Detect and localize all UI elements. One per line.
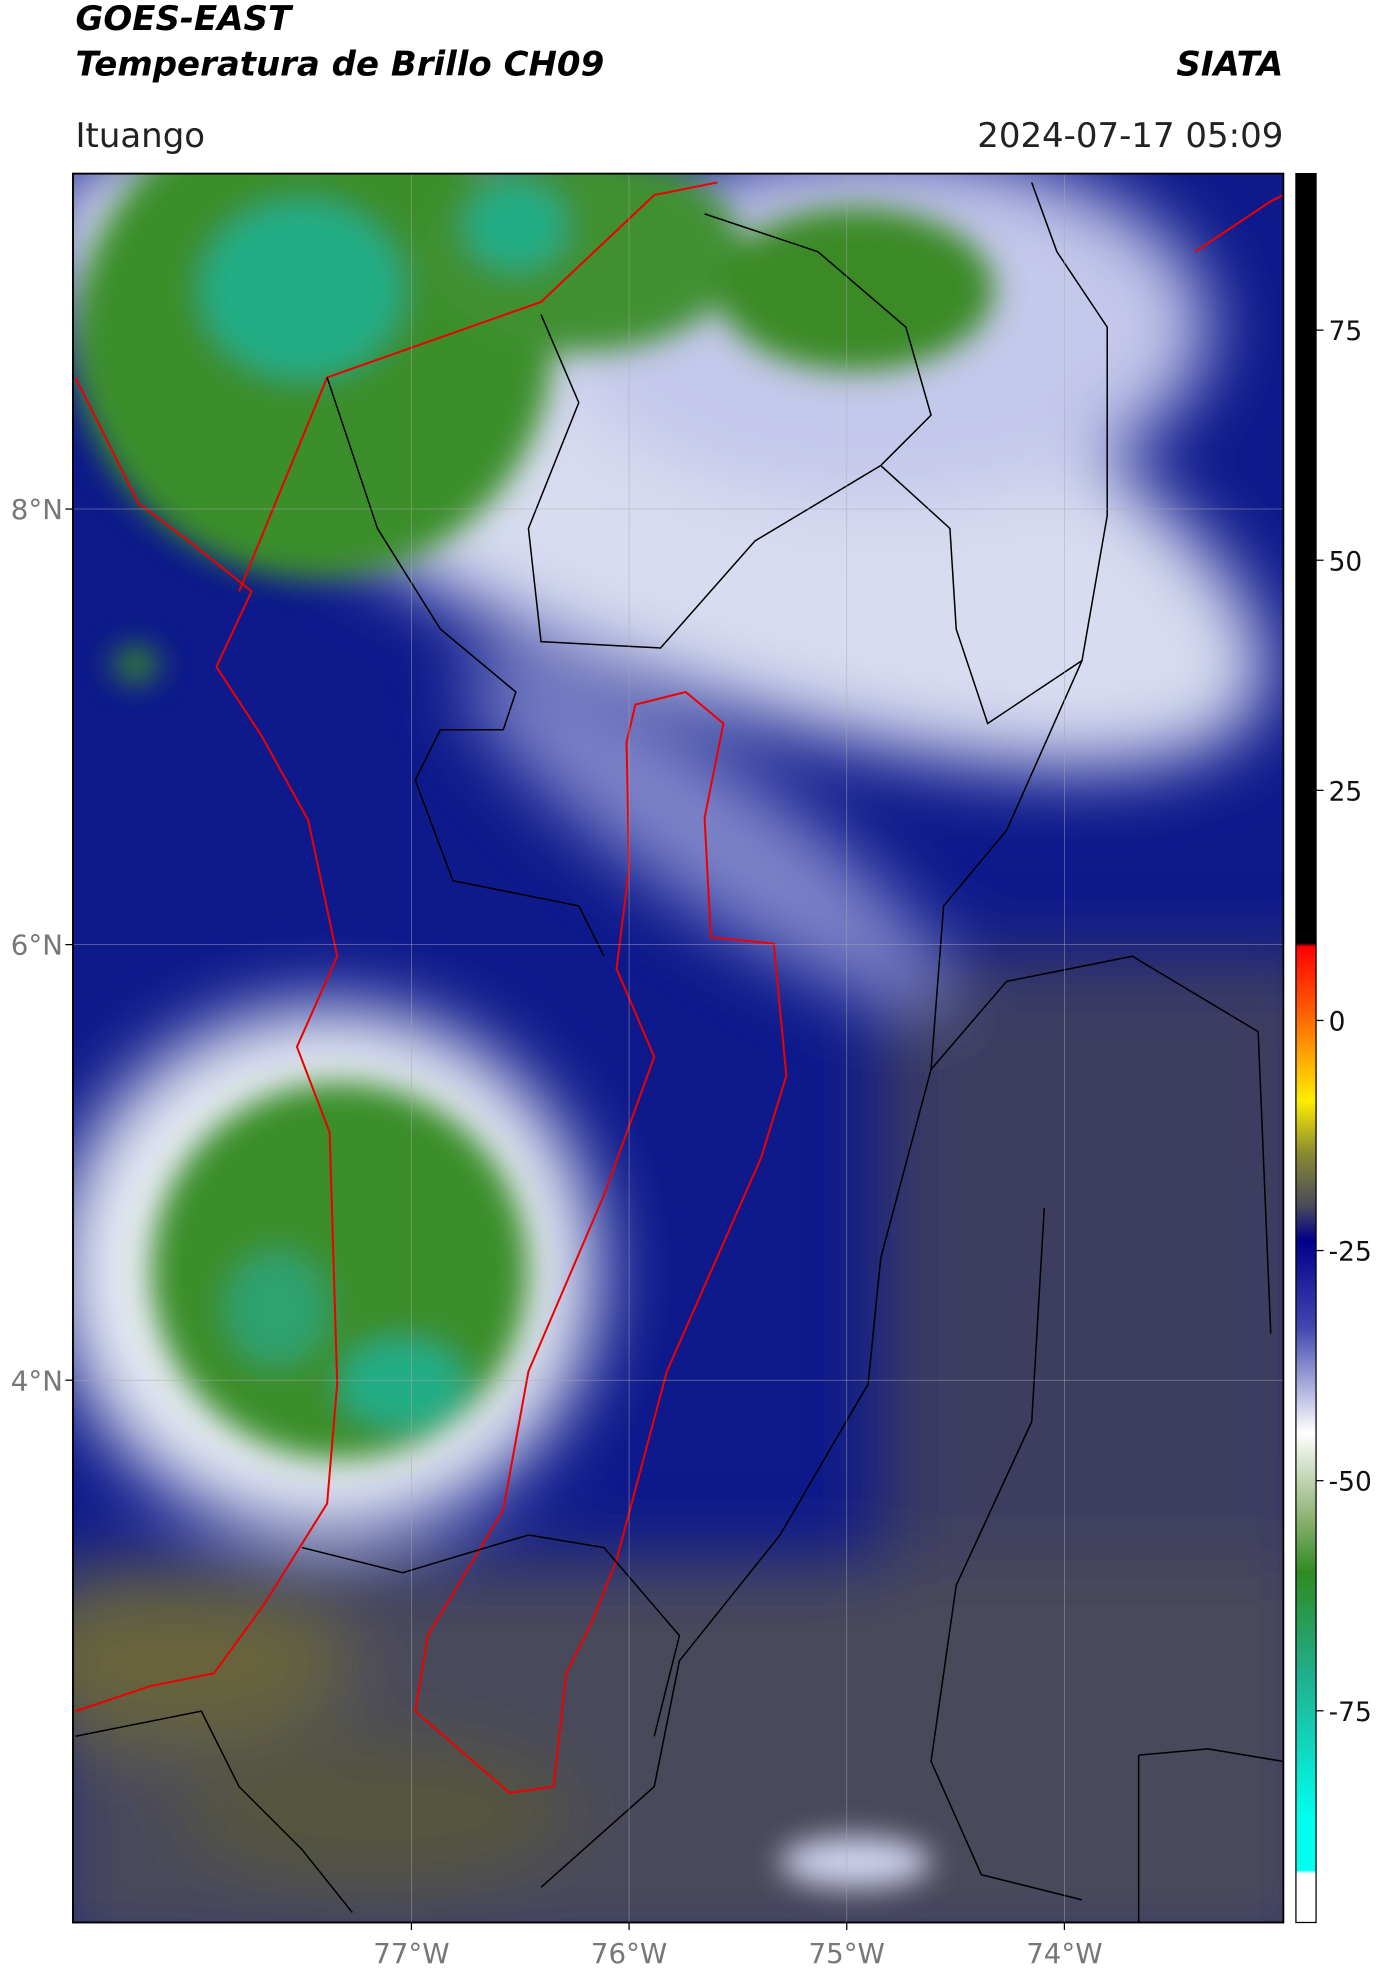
- colorbar: [1295, 172, 1317, 1924]
- map-frame: [72, 172, 1285, 1924]
- lon-tick-label: 77°W: [373, 1937, 449, 1970]
- datetime: 2024-07-17 05:09: [977, 116, 1283, 156]
- colorbar-tick-label: -25: [1329, 1237, 1372, 1268]
- lat-tick-label: 8°N: [11, 493, 63, 526]
- lat-tick-label: 4°N: [11, 1364, 63, 1397]
- lon-tick-label: 76°W: [591, 1937, 667, 1970]
- location: Ituango: [75, 116, 205, 156]
- colorbar-tick-label: 0: [1329, 1007, 1346, 1038]
- colorbar-tick-label: -75: [1329, 1697, 1372, 1728]
- colorbar-tick-label: -50: [1329, 1467, 1372, 1498]
- satellite-image: [72, 173, 1284, 1923]
- colorbar-tick-label: 75: [1329, 316, 1363, 347]
- agency: SIATA: [1176, 44, 1283, 84]
- colorbar-tick-label: 50: [1329, 546, 1363, 577]
- lon-tick-label: 74°W: [1026, 1937, 1102, 1970]
- lat-tick-label: 6°N: [11, 929, 63, 962]
- title-2: Temperatura de Brillo CH09: [75, 44, 604, 84]
- colorbar-tick-label: 25: [1329, 776, 1363, 807]
- title-1: GOES-EAST: [75, 0, 293, 39]
- grid: [72, 173, 1284, 1923]
- lon-tick-label: 75°W: [809, 1937, 885, 1970]
